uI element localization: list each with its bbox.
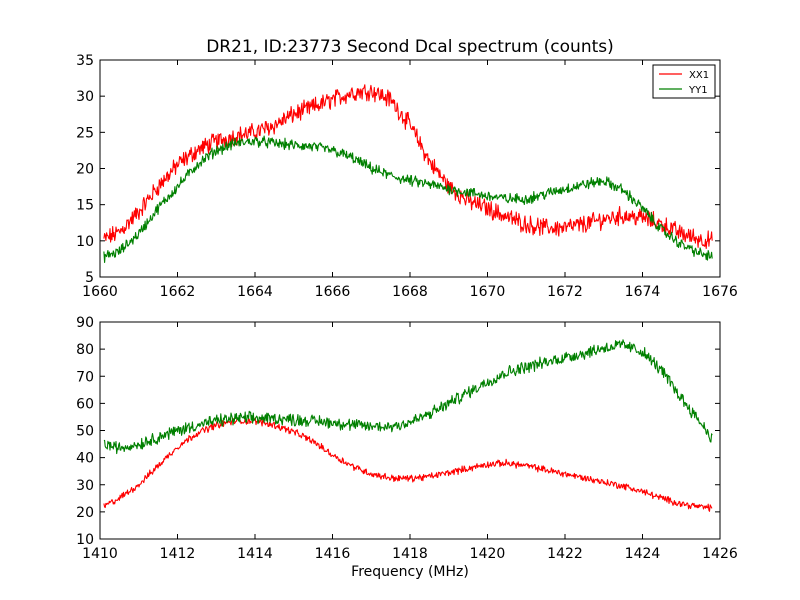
plot-frame [99, 321, 721, 540]
series-group [103, 339, 713, 512]
y-tick-label: 25 [76, 125, 94, 141]
x-tick-label: 1414 [237, 546, 273, 562]
x-tick-label: 1416 [315, 546, 351, 562]
y-tick-label: 30 [76, 89, 94, 105]
x-tick-label: 1412 [160, 546, 196, 562]
x-tick-label: 1670 [470, 284, 506, 300]
tick-group: 1660 1662 1664 1666 1668 1670 1672 1674 1676 5 10 1… [76, 53, 738, 300]
x-tick-label: 1666 [315, 284, 351, 300]
y-tick-label: 60 [76, 396, 94, 412]
y-tick-label: 5 [85, 270, 94, 286]
y-tick-label: 20 [76, 505, 94, 521]
y-tick-label: 15 [76, 198, 94, 214]
x-axis-label: Frequency (MHz) [351, 564, 469, 580]
y-tick-label: 20 [76, 162, 94, 178]
series-line-yy1 [103, 135, 713, 264]
x-tick-label: 1662 [160, 284, 196, 300]
y-tick-label: 10 [76, 532, 94, 548]
series-line-xx1 [103, 417, 713, 512]
tick-group: 1410 1412 1414 1416 1418 1420 1422 1424 1426 10 20… [76, 315, 738, 562]
y-tick-label: 30 [76, 478, 94, 494]
chart-bottom: 1410 1412 1414 1416 1418 1420 1422 1424 1426 10 20… [76, 315, 738, 580]
x-tick-label: 1420 [470, 546, 506, 562]
series-group [103, 84, 713, 264]
legend-label-yy1: YY1 [688, 85, 708, 96]
series-line-yy1 [103, 339, 713, 455]
x-tick-label: 1674 [625, 284, 661, 300]
x-tick-label: 1410 [82, 546, 118, 562]
y-tick-label: 40 [76, 451, 94, 467]
legend-label-xx1: XX1 [689, 70, 709, 81]
y-tick-label: 35 [76, 53, 94, 69]
legend: XX1 YY1 [652, 64, 716, 99]
legend-box [652, 64, 716, 99]
x-tick-label: 1664 [237, 284, 273, 300]
series-line-xx1 [103, 84, 713, 250]
x-tick-label: 1424 [625, 546, 661, 562]
x-tick-label: 1672 [547, 284, 583, 300]
y-tick-label: 80 [76, 342, 94, 358]
y-tick-label: 50 [76, 424, 94, 440]
x-tick-label: 1422 [547, 546, 583, 562]
x-tick-label: 1660 [82, 284, 118, 300]
chart-top: DR21, ID:23773 Second Dcal spectrum (cou… [76, 37, 738, 300]
y-tick-label: 90 [76, 315, 94, 331]
x-tick-label: 1418 [392, 546, 428, 562]
chart-title: DR21, ID:23773 Second Dcal spectrum (cou… [206, 37, 614, 57]
y-tick-label: 10 [76, 234, 94, 250]
x-tick-label: 1676 [702, 284, 738, 300]
y-tick-label: 70 [76, 369, 94, 385]
x-tick-label: 1668 [392, 284, 428, 300]
x-tick-label: 1426 [702, 546, 738, 562]
plot-frame [99, 59, 721, 278]
